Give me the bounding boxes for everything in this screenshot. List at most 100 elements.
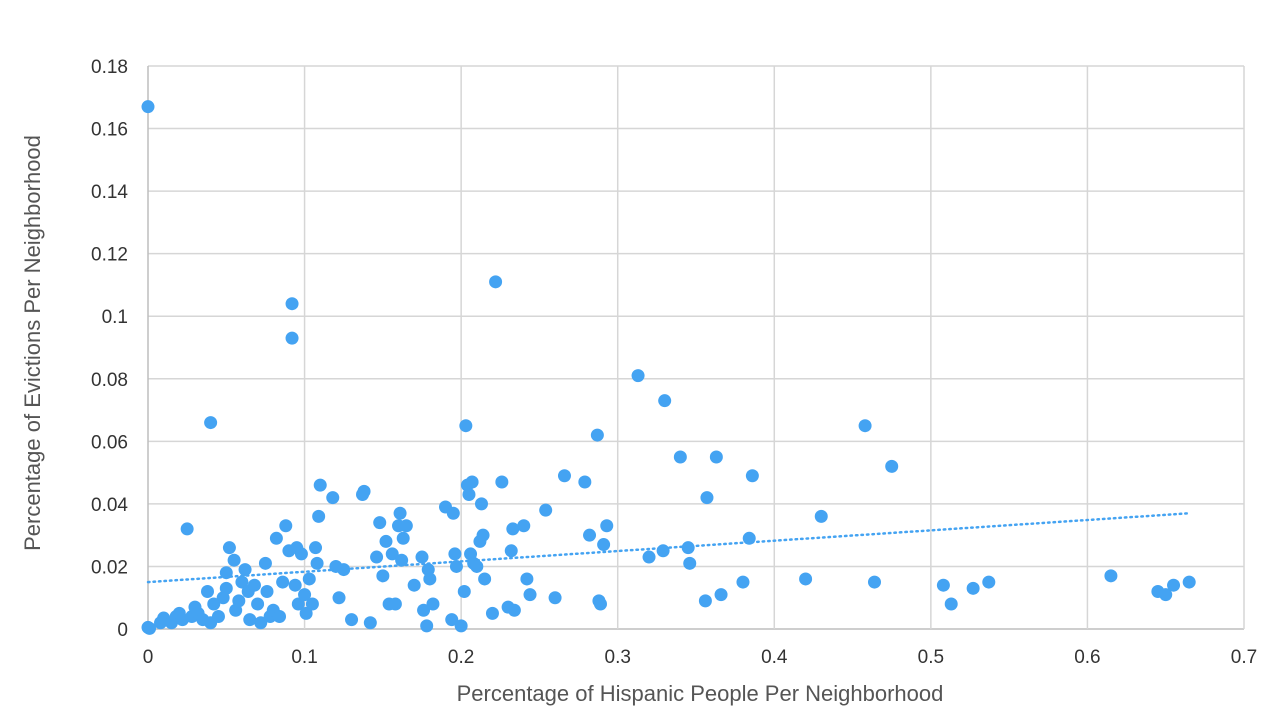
data-point xyxy=(279,519,293,533)
data-point xyxy=(235,575,249,589)
data-point xyxy=(260,584,274,598)
y-tick-label: 0.18 xyxy=(91,57,128,78)
y-axis-title: Percentage of Evictions Per Neighborhood xyxy=(20,135,45,551)
data-point xyxy=(517,519,531,533)
data-point xyxy=(288,578,302,592)
y-tick-label: 0.04 xyxy=(91,495,128,516)
data-point xyxy=(254,616,268,630)
data-point xyxy=(982,575,996,589)
data-point xyxy=(457,584,471,598)
data-point xyxy=(944,597,958,611)
data-point xyxy=(415,550,429,564)
data-point xyxy=(445,613,459,627)
data-point xyxy=(269,531,283,545)
data-point xyxy=(373,516,387,530)
data-point xyxy=(243,613,257,627)
data-point xyxy=(285,331,299,345)
data-point xyxy=(709,450,723,464)
y-tick-label: 0.16 xyxy=(91,120,128,141)
x-tick-label: 0.7 xyxy=(1231,647,1257,668)
data-point xyxy=(557,469,571,483)
data-point xyxy=(393,506,407,520)
data-point xyxy=(736,575,750,589)
data-point xyxy=(714,588,728,602)
data-point xyxy=(326,491,340,505)
data-point xyxy=(478,572,492,586)
data-point xyxy=(745,469,759,483)
data-point xyxy=(399,519,413,533)
data-point xyxy=(459,419,473,433)
y-tick-label: 0.12 xyxy=(91,245,128,266)
data-point xyxy=(631,369,645,383)
data-point xyxy=(1159,588,1173,602)
data-point xyxy=(681,541,695,555)
data-point xyxy=(298,588,312,602)
data-point xyxy=(642,550,656,564)
data-point xyxy=(504,544,518,558)
data-point xyxy=(578,475,592,489)
data-points xyxy=(141,100,1196,635)
data-point xyxy=(232,594,246,608)
data-point xyxy=(204,416,218,430)
data-point xyxy=(673,450,687,464)
data-point xyxy=(426,597,440,611)
data-point xyxy=(312,509,326,523)
data-point xyxy=(742,531,756,545)
y-tick-label: 0.14 xyxy=(91,182,128,203)
data-point xyxy=(507,603,521,617)
data-point xyxy=(658,394,672,408)
data-point xyxy=(219,581,233,595)
data-point xyxy=(417,603,431,617)
data-point xyxy=(258,556,272,570)
data-point xyxy=(309,541,323,555)
data-point xyxy=(936,578,950,592)
data-point xyxy=(885,459,899,473)
data-point xyxy=(299,606,313,620)
x-tick-label: 0 xyxy=(143,647,154,668)
data-point xyxy=(449,559,463,573)
y-tick-label: 0.06 xyxy=(91,432,128,453)
data-point xyxy=(207,597,221,611)
data-point xyxy=(485,606,499,620)
data-point xyxy=(141,100,155,114)
data-point xyxy=(465,475,479,489)
data-point xyxy=(357,484,371,498)
data-point xyxy=(420,619,434,633)
data-point xyxy=(222,541,236,555)
x-tick-label: 0.2 xyxy=(448,647,474,668)
data-point xyxy=(700,491,714,505)
y-tick-label: 0.08 xyxy=(91,370,128,391)
y-tick-label: 0.02 xyxy=(91,557,128,578)
data-point xyxy=(583,528,597,542)
data-point xyxy=(590,428,604,442)
data-point xyxy=(200,584,214,598)
x-tick-label: 0.5 xyxy=(918,647,944,668)
y-tick-label: 0 xyxy=(117,620,128,641)
data-point xyxy=(211,609,225,623)
data-point xyxy=(238,563,252,577)
data-point xyxy=(376,569,390,583)
data-point xyxy=(273,609,287,623)
data-point xyxy=(462,488,476,502)
data-point xyxy=(291,597,305,611)
data-point xyxy=(302,572,316,586)
data-point xyxy=(1182,575,1196,589)
data-point xyxy=(305,597,319,611)
y-tick-label: 0.1 xyxy=(102,307,128,328)
data-point xyxy=(858,419,872,433)
data-point xyxy=(446,506,460,520)
data-point xyxy=(227,553,241,567)
data-point xyxy=(597,538,611,552)
data-point xyxy=(520,572,534,586)
data-point xyxy=(1104,569,1118,583)
data-point xyxy=(385,547,399,561)
data-point xyxy=(600,519,614,533)
data-point xyxy=(423,572,437,586)
data-point xyxy=(495,475,509,489)
data-point xyxy=(247,578,261,592)
data-point xyxy=(345,613,359,627)
data-point xyxy=(276,575,290,589)
data-point xyxy=(396,531,410,545)
data-point xyxy=(814,509,828,523)
